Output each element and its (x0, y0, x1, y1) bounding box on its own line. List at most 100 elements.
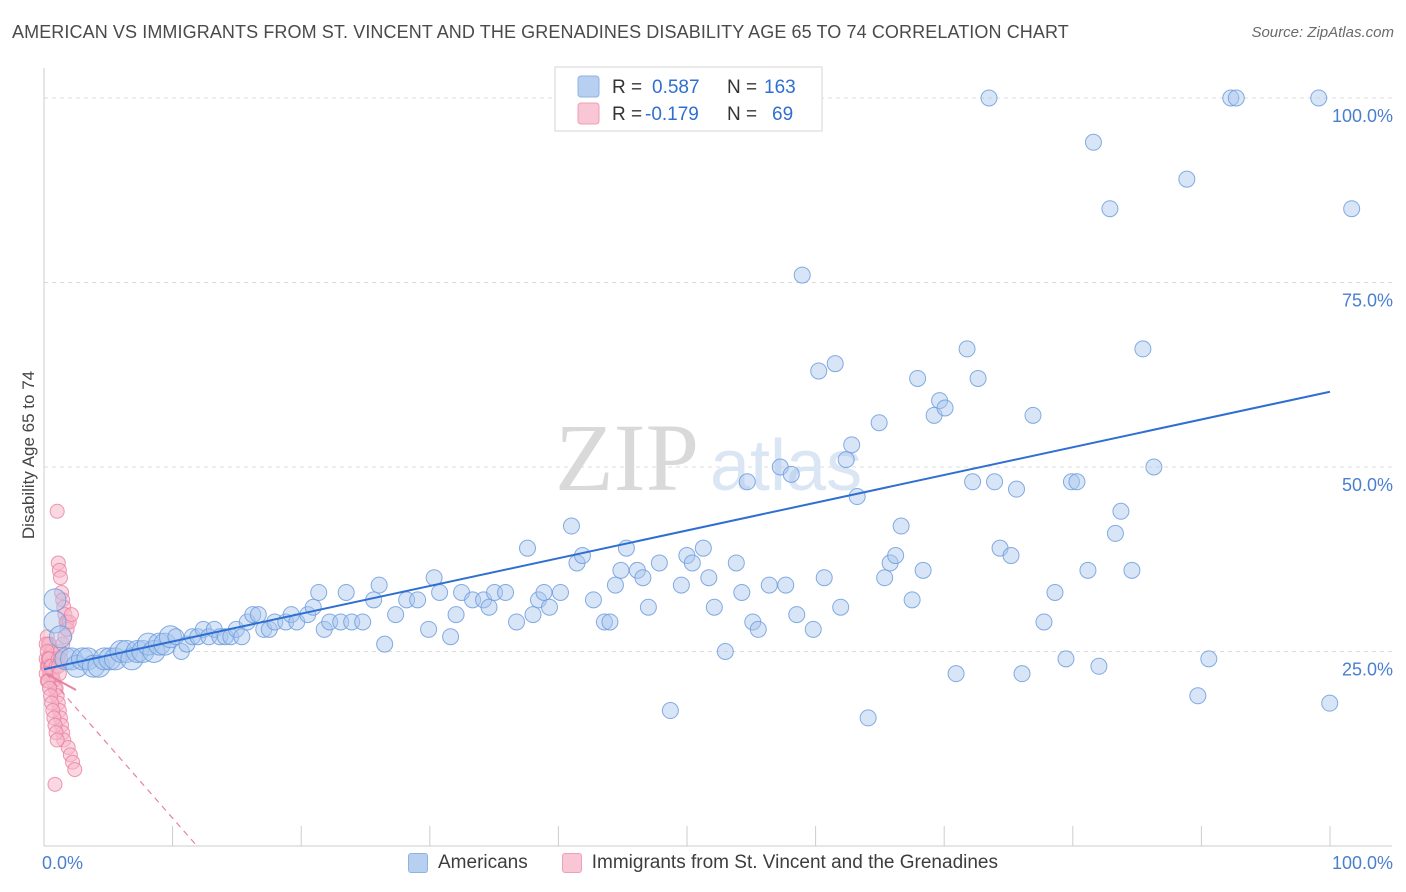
watermark: ZIP atlas (555, 404, 862, 511)
americans-point (612, 561, 630, 579)
americans-point (749, 620, 767, 638)
americans-points (43, 89, 1361, 727)
americans-point (1062, 473, 1080, 491)
americans-point (843, 436, 861, 454)
americans-point (480, 598, 498, 616)
americans-point (447, 606, 465, 624)
americans-point (892, 517, 910, 535)
americans-point (1222, 89, 1240, 107)
immigrants-point (52, 570, 68, 586)
americans-point (826, 355, 844, 373)
legend-swatch-pink (561, 853, 582, 873)
y-axis-label: Disability Age 65 to 74 (19, 371, 38, 539)
americans-point (639, 598, 657, 616)
americans-point (848, 488, 866, 506)
americans-point (431, 583, 449, 601)
americans-point (508, 613, 526, 631)
legend-n-value-immigrants: 69 (772, 104, 793, 125)
americans-point (535, 583, 553, 601)
americans-point (573, 547, 591, 565)
americans-point (524, 606, 542, 624)
americans-point (1200, 650, 1218, 668)
y-tick-label-0: 25.0% (1342, 660, 1393, 680)
grid-lines (44, 97, 1392, 652)
legend-item-americans: Americans (408, 852, 528, 874)
americans-point (700, 569, 718, 587)
americans-trend-line (43, 390, 1331, 671)
americans-point (914, 561, 932, 579)
americans-point (540, 598, 558, 616)
americans-point (1112, 502, 1130, 520)
legend-r-label-immigrants: R = (612, 104, 642, 125)
americans-point (1013, 665, 1031, 683)
americans-point (980, 89, 998, 107)
americans-point (964, 473, 982, 491)
legend-swatch-americans (577, 75, 600, 98)
y-tick-label-3: 100.0% (1332, 106, 1393, 126)
legend-item-immigrants: Immigrants from St. Vincent and the Gren… (561, 852, 998, 874)
americans-point (1106, 524, 1124, 542)
chart-title: AMERICAN VS IMMIGRANTS FROM ST. VINCENT … (12, 22, 1069, 42)
americans-point (815, 569, 833, 587)
legend-label-americans: Americans (438, 852, 528, 873)
americans-point (43, 588, 67, 612)
americans-point (1068, 473, 1086, 491)
americans-point (1145, 458, 1163, 476)
americans-point (936, 399, 954, 417)
immigrants-point (47, 776, 63, 792)
americans-point (986, 473, 1004, 491)
americans-point (738, 473, 756, 491)
americans-point (606, 576, 624, 594)
legend-n-label-americans: N = (727, 77, 757, 98)
americans-point (354, 613, 372, 631)
x-tick-label-0: 0.0% (42, 853, 83, 873)
legend-r-value-americans: 0.587 (652, 77, 700, 98)
axes (43, 68, 1392, 847)
americans-point (650, 554, 668, 572)
americans-point (601, 613, 619, 631)
y-tick-label-1: 50.0% (1342, 475, 1393, 495)
americans-point (672, 576, 690, 594)
americans-point (1227, 89, 1245, 107)
immigrants-point (49, 732, 65, 748)
americans-point (804, 620, 822, 638)
americans-point (376, 635, 394, 653)
americans-point (1321, 694, 1339, 712)
americans-point (442, 628, 460, 646)
americans-point (420, 620, 438, 638)
immigrants-point (63, 607, 79, 623)
americans-point (562, 517, 580, 535)
americans-point (683, 554, 701, 572)
americans-point (1084, 133, 1102, 151)
legend-swatch-immigrants (577, 102, 600, 125)
americans-point (1079, 561, 1097, 579)
americans-point (1008, 480, 1026, 498)
americans-point (370, 576, 388, 594)
americans-point (387, 606, 405, 624)
americans-point (760, 576, 778, 594)
americans-point (244, 606, 262, 624)
immigrants-trend-line-solid (45, 672, 77, 691)
americans-point (832, 598, 850, 616)
legend-label-immigrants: Immigrants from St. Vincent and the Gren… (591, 852, 998, 873)
americans-point (958, 340, 976, 358)
americans-point (595, 613, 613, 631)
americans-point (876, 569, 894, 587)
legend-n-label-immigrants: N = (727, 104, 757, 125)
americans-point (584, 591, 602, 609)
immigrants-trend-line (45, 673, 198, 847)
americans-point (1035, 613, 1053, 631)
americans-point (1178, 170, 1196, 188)
y-tick-label-2: 75.0% (1342, 291, 1393, 311)
americans-point (1134, 340, 1152, 358)
americans-point (1343, 200, 1361, 218)
americans-point (716, 643, 734, 660)
americans-point (793, 266, 811, 284)
americans-point (519, 539, 537, 557)
americans-point (1310, 89, 1328, 107)
americans-point (661, 702, 679, 720)
americans-point (837, 451, 855, 469)
x-tick-label-1: 100.0% (1332, 853, 1393, 873)
americans-point (497, 583, 515, 601)
americans-point (249, 606, 267, 624)
